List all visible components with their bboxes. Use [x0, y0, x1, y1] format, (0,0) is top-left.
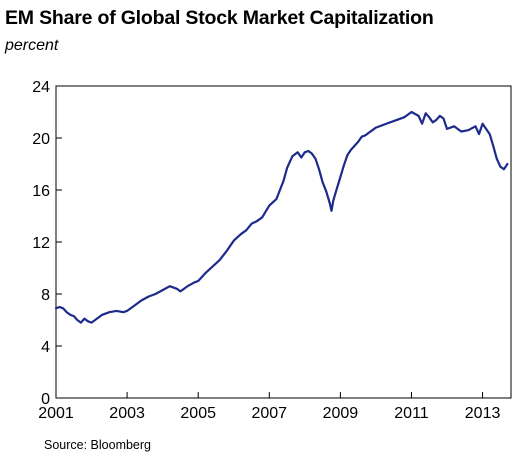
x-tick-label: 2005	[180, 405, 216, 422]
chart-title: EM Share of Global Stock Market Capitali…	[5, 7, 434, 29]
x-tick-label: 2011	[394, 405, 429, 422]
y-tick-label: 12	[32, 235, 50, 252]
y-tick-label: 16	[32, 183, 50, 200]
x-axis-ticks: 2001 2003 2005 2007 2009 2011 2013	[38, 392, 500, 422]
plot-area-border	[55, 85, 512, 399]
x-tick-label: 2013	[465, 405, 501, 422]
y-tick-label: 24	[32, 79, 50, 96]
x-tick-label: 2001	[38, 405, 74, 422]
chart-subtitle: percent	[5, 37, 59, 54]
y-axis-ticks: 0 4 8 12 16 20 24	[32, 79, 62, 408]
x-tick-label: 2007	[251, 405, 287, 422]
x-tick-label: 2003	[109, 405, 145, 422]
series-layer	[54, 110, 509, 324]
series-line	[54, 110, 509, 324]
y-tick-label: 8	[41, 287, 50, 304]
x-tick-label: 2009	[323, 405, 359, 422]
chart-source: Source: Bloomberg	[44, 438, 152, 452]
plot-frame	[55, 85, 512, 399]
y-tick-label: 4	[41, 339, 50, 356]
y-tick-label: 20	[32, 131, 50, 148]
y-tick-label: 0	[41, 391, 50, 408]
